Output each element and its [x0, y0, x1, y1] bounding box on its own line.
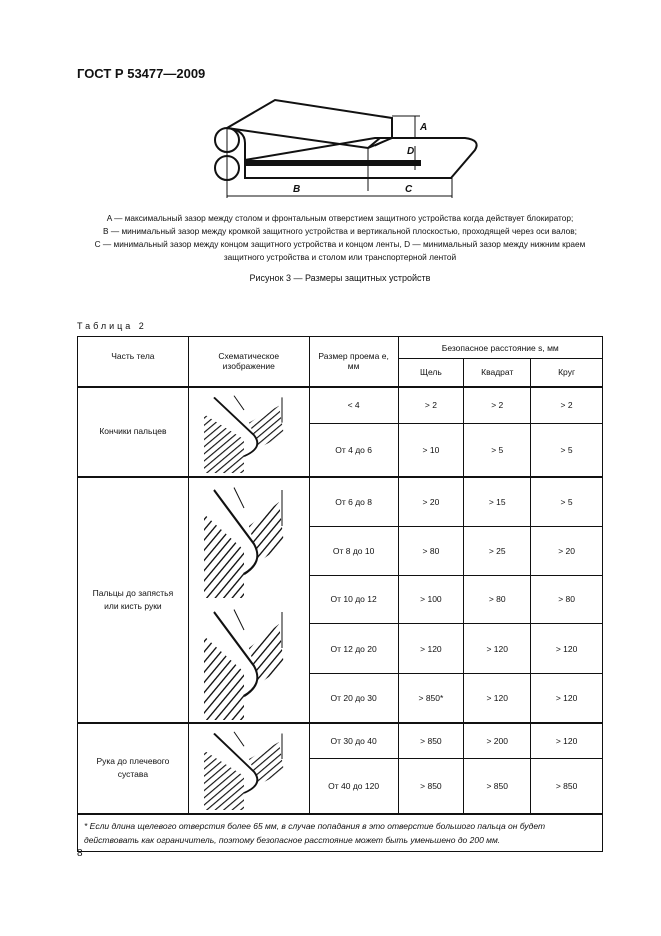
circle-cell: > 850 — [530, 758, 603, 814]
safety-distance-table: Часть тела Схематическое изображение Раз… — [77, 336, 604, 852]
slot-cell: > 80 — [397, 526, 465, 576]
label-a: A — [419, 122, 427, 133]
circle-cell: > 120 — [530, 721, 603, 759]
header-circle: Круг — [530, 358, 603, 387]
standard-header: ГОСТ Р 53477—2009 — [77, 66, 206, 81]
table-row: От 12 до 20 > 120 > 120 > 120 — [78, 623, 603, 675]
header-safe-distance: Безопасное расстояние s, мм — [397, 336, 604, 359]
table-row: Кончики пальцев < 4 > 2 > 2 > 2 — [77, 385, 603, 477]
body-part-cell: Пальцы до запястья или кисть руки — [77, 475, 189, 723]
square-cell: > 850 — [463, 758, 532, 814]
opening-cell: От 4 до 6 — [308, 423, 399, 477]
opening-cell: От 12 до 20 — [308, 623, 399, 675]
circle-cell: > 120 — [530, 623, 603, 675]
body-part-cell: Рука до плечевого сустава — [77, 721, 189, 814]
slot-cell: > 850 — [397, 721, 465, 759]
legend-line: защитного устройства и столом или трансп… — [223, 252, 457, 262]
circle-cell: > 80 — [530, 574, 603, 625]
page-number: 8 — [77, 848, 83, 859]
slot-cell: > 100 — [397, 574, 465, 625]
table-row: От 40 до 120 > 850 > 850 > 850 — [78, 758, 603, 814]
table-row: От 8 до 10 > 80 > 25 > 20 — [78, 526, 603, 576]
legend-line: B — минимальный зазор между кромкой защи… — [103, 226, 577, 236]
finger-sketch — [203, 608, 284, 720]
figure-caption: Рисунок 3 — Размеры защитных устройств — [249, 273, 431, 283]
body-part-cell: Кончики пальцев — [77, 385, 189, 477]
label-b: B — [293, 184, 300, 195]
header-part: Часть тела — [77, 336, 189, 387]
finger-sketch — [203, 486, 284, 598]
table-footnote: * Если длина щелевого отверстия более 65… — [77, 812, 603, 852]
opening-cell: От 30 до 40 — [308, 721, 399, 759]
label-c: C — [405, 184, 413, 195]
figure-3-guard-diagram: A D B C — [214, 98, 478, 198]
slot-cell: > 10 — [397, 423, 465, 477]
legend-line: A — максимальный зазор между столом и фр… — [106, 213, 574, 223]
square-cell: > 15 — [463, 475, 532, 527]
circle-cell: > 5 — [530, 475, 603, 527]
slot-cell: > 2 — [397, 385, 465, 424]
opening-cell: От 40 до 120 — [308, 758, 399, 814]
square-cell: > 25 — [463, 526, 532, 576]
square-cell: > 5 — [463, 423, 532, 477]
legend-line: C — минимальный зазор между концом защит… — [94, 239, 586, 249]
square-cell: > 200 — [463, 721, 532, 759]
sketch-cell — [187, 721, 310, 814]
label-d: D — [407, 146, 414, 157]
circle-cell: > 2 — [530, 385, 603, 424]
circle-cell: > 5 — [530, 423, 603, 477]
header-opening: Размер проема e, мм — [308, 336, 399, 387]
header-square: Квадрат — [463, 358, 532, 387]
slot-cell: > 850 — [397, 758, 465, 814]
circle-cell: > 120 — [530, 673, 603, 723]
circle-cell: > 20 — [530, 526, 603, 576]
sketch-cell — [187, 475, 310, 723]
opening-cell: От 8 до 10 — [308, 526, 399, 576]
square-cell: > 80 — [463, 574, 532, 625]
slot-cell: > 120 — [397, 623, 465, 675]
slot-cell: > 20 — [397, 475, 465, 527]
header-slot: Щель — [397, 358, 465, 387]
opening-cell: От 10 до 12 — [308, 574, 399, 625]
opening-cell: От 20 до 30 — [308, 673, 399, 723]
slot-cell: > 850* — [397, 673, 465, 723]
square-cell: > 120 — [463, 623, 532, 675]
table-row: Пальцы до запястья или кисть руки От 6 до… — [77, 475, 603, 723]
square-cell: > 2 — [463, 385, 532, 424]
finger-sketch — [203, 731, 284, 810]
header-sketch: Схематическое изображение — [187, 336, 310, 387]
sketch-cell — [187, 385, 310, 477]
opening-cell: От 6 до 8 — [308, 475, 399, 527]
figure-legend: A — максимальный зазор между столом и фр… — [70, 212, 610, 264]
table-row: От 20 до 30 > 850* > 120 > 120 — [78, 673, 603, 723]
square-cell: > 120 — [463, 673, 532, 723]
opening-cell: < 4 — [308, 385, 399, 424]
table-row: Рука до плечевого сустава От 30 до 40 > 85… — [77, 721, 603, 814]
table-row: От 4 до 6 > 10 > 5 > 5 — [78, 423, 603, 477]
table-caption: Таблица 2 — [77, 321, 147, 331]
finger-sketch — [203, 395, 284, 473]
